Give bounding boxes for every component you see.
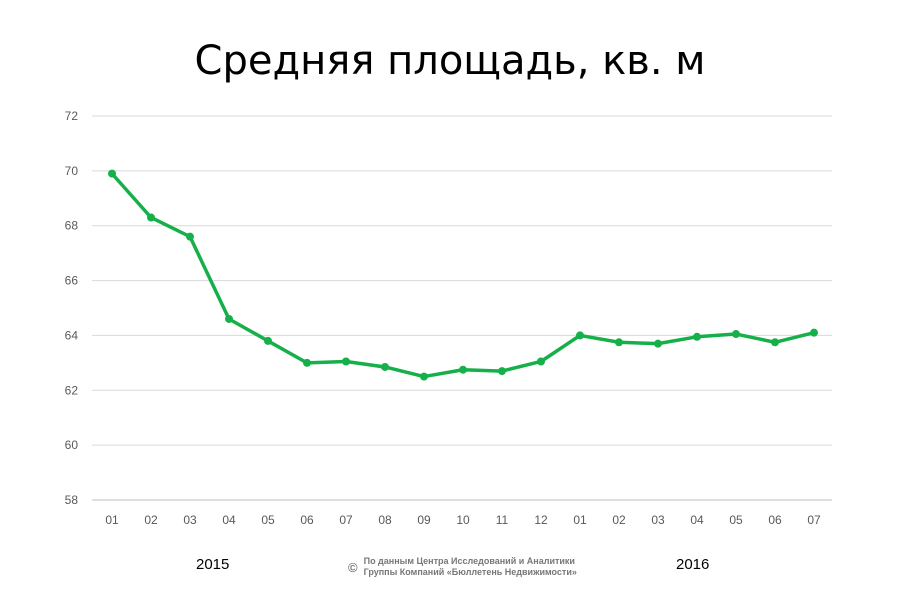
x-tick-label: 03	[183, 513, 197, 527]
year-label-2015: 2015	[196, 556, 230, 573]
y-tick-label: 70	[65, 164, 79, 178]
data-point	[420, 372, 428, 381]
data-point	[186, 232, 194, 241]
data-point	[108, 169, 116, 178]
data-point	[576, 331, 584, 340]
data-point	[381, 362, 389, 371]
y-tick-label: 72	[65, 109, 79, 123]
y-tick-label: 60	[65, 438, 79, 452]
x-tick-label: 03	[651, 513, 665, 527]
x-tick-label: 01	[573, 513, 587, 527]
data-point	[147, 213, 155, 222]
data-point	[498, 367, 506, 376]
y-tick-label: 62	[65, 383, 79, 397]
x-tick-label: 12	[534, 513, 548, 527]
x-tick-label: 08	[378, 513, 392, 527]
data-point	[693, 332, 701, 341]
year-label-2016: 2016	[676, 556, 710, 573]
y-tick-label: 64	[65, 328, 79, 342]
x-tick-label: 10	[456, 513, 470, 527]
data-point	[264, 336, 272, 345]
x-tick-label: 02	[612, 513, 626, 527]
data-point	[342, 357, 350, 366]
data-point	[810, 328, 818, 337]
x-tick-label: 05	[729, 513, 743, 527]
x-tick-label: 09	[417, 513, 431, 527]
x-tick-label: 07	[339, 513, 353, 527]
x-tick-label: 06	[768, 513, 782, 527]
data-point	[654, 339, 662, 348]
credit-line-2: Группы Компаний «Бюллетень Недвижимости»	[363, 567, 577, 577]
x-tick-label: 01	[105, 513, 119, 527]
x-tick-label: 05	[261, 513, 275, 527]
data-point	[771, 338, 779, 347]
credit-line-1: По данным Центра Исследований и Аналитик…	[363, 556, 575, 566]
x-tick-label: 04	[690, 513, 704, 527]
y-tick-label: 66	[65, 274, 79, 288]
copyright-icon: ©	[348, 559, 358, 575]
y-tick-label: 68	[65, 219, 79, 233]
x-tick-label: 06	[300, 513, 314, 527]
data-point	[537, 357, 545, 366]
data-point	[615, 338, 623, 347]
x-tick-label: 11	[496, 513, 509, 527]
series-line	[110, 172, 815, 379]
chart-title: Средняя площадь, кв. м	[194, 38, 706, 84]
data-point	[459, 365, 467, 374]
x-tick-label: 04	[222, 513, 236, 527]
data-point	[732, 330, 740, 339]
source-credit: © По данным Центра Исследований и Аналит…	[348, 556, 577, 578]
data-point	[225, 314, 233, 323]
x-tick-label: 07	[807, 513, 821, 527]
data-point	[303, 358, 311, 367]
x-tick-label: 02	[144, 513, 158, 527]
y-tick-label: 58	[65, 493, 79, 507]
